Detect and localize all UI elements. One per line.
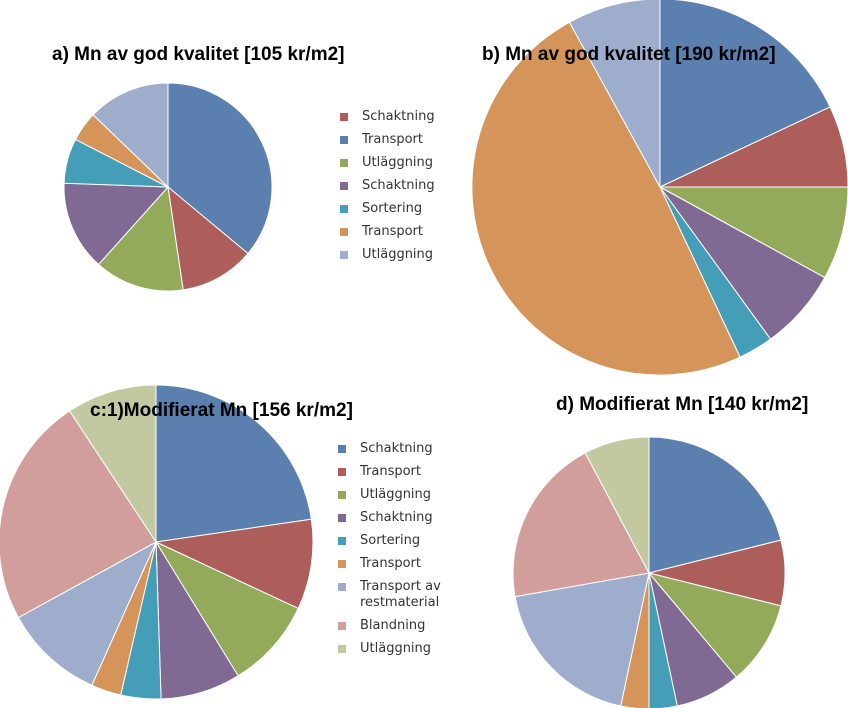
legend-label: Utläggning [362,155,434,170]
chart-title-a: a) Mn av god kvalitet [105 kr/m2] [52,44,345,65]
legend-swatch [340,113,348,121]
legend-item-c: Sortering [334,533,470,549]
legend-item-a: Utläggning [336,247,472,263]
pie-slice-a-0 [167,82,273,255]
pie-a [63,82,273,292]
pie-slice-c-8 [68,384,157,544]
legend-swatch [340,228,348,236]
legend-item-c: Transport [334,556,470,572]
pie-slice-d-0 [648,436,782,574]
legend-item-a: Transport [336,132,472,148]
legend-label: Schaktning [362,109,435,124]
legend-label: Transport [360,556,422,571]
legend-label: Transport av restmaterial [360,579,441,610]
chart-title-d: d) Modifierat Mn [140 kr/m2] [556,394,809,415]
legend-item-c: Schaktning [334,441,470,457]
legend-swatch [338,537,346,545]
legend-label: Utläggning [360,487,432,502]
legend-item-a: Sortering [336,201,472,217]
pie-slice-a-2 [97,185,184,292]
legend-swatch [338,445,346,453]
legend-label: Blandning [360,618,426,633]
legend-item-c: Utläggning [334,487,470,503]
legend-label: Schaktning [360,441,433,456]
chart-title-b: b) Mn av god kvalitet [190 kr/m2] [482,44,776,65]
legend-label: Sortering [360,533,421,548]
legend-swatch [338,514,346,522]
pie-slice-b-5 [471,21,741,376]
legend-label: Utläggning [362,247,434,262]
legend-a: Schaktning Transport Utläggning Schaktning S… [336,109,472,270]
legend-swatch [340,251,348,259]
legend-swatch [340,159,348,167]
legend-swatch [338,583,346,591]
legend-c: Schaktning Transport Utläggning Schaktning S… [334,441,470,664]
legend-label: Utläggning [360,641,432,656]
legend-item-a: Schaktning [336,109,472,125]
legend-swatch [340,182,348,190]
pie-b [471,0,848,376]
legend-label: Sortering [362,201,423,216]
legend-label: Transport [362,224,424,239]
pie-slice-b-6 [568,0,661,188]
legend-item-a: Transport [336,224,472,240]
legend-swatch [338,491,346,499]
legend-label: Transport [360,464,422,479]
legend-label: Schaktning [360,510,433,525]
pie-slice-c-1 [154,518,314,610]
pie-slice-c-6 [17,540,158,686]
pie-slice-d-6 [514,572,650,707]
legend-swatch [340,205,348,213]
legend-swatch [340,136,348,144]
pie-slice-d-4 [648,572,678,708]
legend-item-c: Schaktning [334,510,470,526]
legend-item-c: Blandning [334,618,470,634]
legend-item-a: Schaktning [336,178,472,194]
pie-c [0,384,314,700]
legend-swatch [338,645,346,653]
pie-slice-d-2 [647,572,782,678]
legend-item-c: Transport av restmaterial [334,579,470,611]
pie-slice-a-6 [92,82,169,189]
legend-label: Schaktning [362,178,435,193]
pie-slice-a-3 [63,182,170,266]
legend-item-a: Utläggning [336,155,472,171]
legend-swatch [338,622,346,630]
pie-slice-c-0 [155,384,312,543]
legend-item-c: Transport [334,464,470,480]
pie-slice-a-1 [167,185,249,291]
legend-item-c: Utläggning [334,641,470,657]
chart-title-c: c:1)Modifierat Mn [156 kr/m2] [90,400,353,421]
pie-d [512,436,786,708]
pie-slice-d-8 [584,436,650,574]
legend-swatch [338,468,346,476]
pie-slice-c-7 [0,410,157,619]
legend-label: Transport [362,132,424,147]
pie-slice-b-0 [659,0,831,188]
pie-slice-c-2 [154,540,299,677]
legend-swatch [338,560,346,568]
pie-slice-d-7 [512,452,650,598]
